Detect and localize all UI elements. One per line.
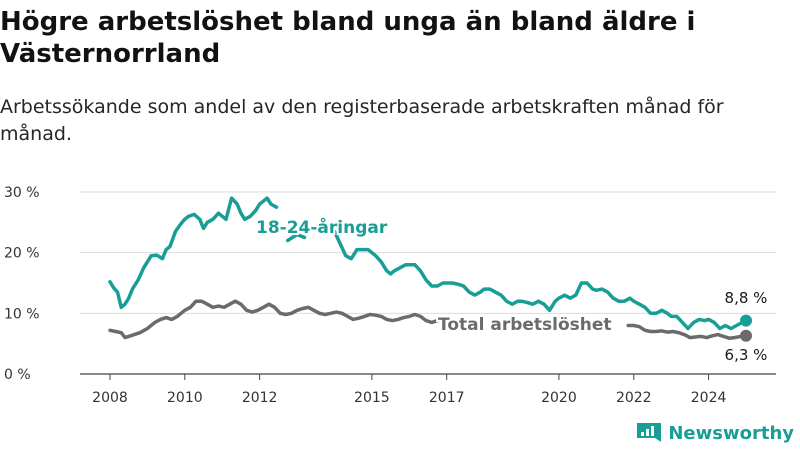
series-line-total	[108, 299, 440, 340]
x-tick-label: 2020	[541, 390, 577, 406]
x-tick-label: 2012	[242, 390, 278, 406]
chart-title: Högre arbetslöshet bland unga än bland ä…	[0, 7, 696, 69]
series-label-total: Total arbetslöshet	[438, 315, 612, 335]
axes: 0 % 10 % 20 % 30 % 2008 2010 2012 2015 2017 2020 2…	[4, 185, 776, 406]
series-labels: 18-24-åringar Total arbetslöshet 8,8 % 6,3 …	[254, 214, 768, 364]
series-lines	[108, 196, 752, 342]
brand-name: Newsworthy	[668, 422, 794, 444]
series-line-youth	[325, 226, 748, 331]
y-tick-label: 0 %	[4, 367, 31, 383]
y-tick-label: 10 %	[4, 306, 40, 322]
x-tick-label: 2024	[691, 390, 727, 406]
newsworthy-logo-icon	[637, 423, 662, 442]
x-tick-label: 2017	[429, 390, 465, 406]
chart-subtitle: Arbetssökande som andel av den registerb…	[0, 96, 724, 145]
series-line-total	[626, 323, 748, 340]
x-tick-label: 2022	[616, 390, 652, 406]
grid-lines	[80, 191, 776, 314]
x-tick-label: 2015	[354, 390, 390, 406]
y-tick-label: 30 %	[4, 185, 40, 201]
series-label-youth: 18-24-åringar	[256, 216, 388, 238]
x-tick-label: 2008	[92, 390, 128, 406]
y-tick-label: 20 %	[4, 246, 40, 262]
x-tick-label: 2010	[167, 390, 203, 406]
end-value-youth: 8,8 %	[725, 289, 768, 307]
series-line-youth	[108, 196, 279, 310]
series-line-youth	[285, 232, 307, 243]
end-point-total	[740, 329, 752, 342]
brand: Newsworthy	[636, 420, 794, 446]
end-value-total: 6,3 %	[725, 346, 768, 364]
end-point-youth	[740, 314, 752, 327]
